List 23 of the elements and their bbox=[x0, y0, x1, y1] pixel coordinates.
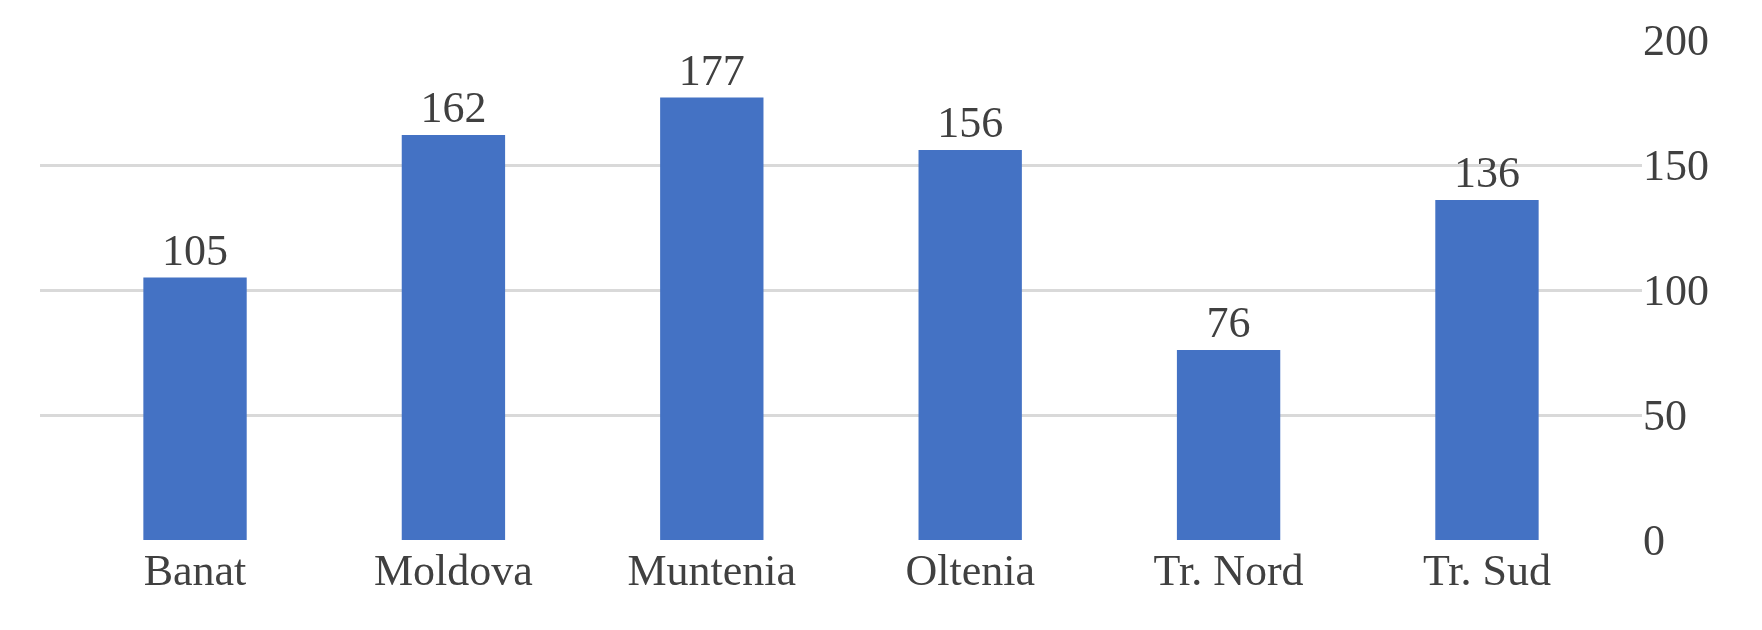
y-tick-label: 50 bbox=[1643, 391, 1687, 441]
bar bbox=[1176, 350, 1281, 540]
x-tick-label: Moldova bbox=[373, 546, 533, 595]
x-tick-label: Tr. Nord bbox=[1153, 546, 1304, 595]
x-tick-label: Tr. Sud bbox=[1422, 546, 1551, 595]
y-tick-label: 200 bbox=[1643, 16, 1709, 66]
data-label: 105 bbox=[162, 225, 229, 275]
bar bbox=[401, 135, 506, 540]
data-label: 156 bbox=[937, 98, 1004, 147]
data-label: 162 bbox=[420, 83, 487, 132]
bar bbox=[1435, 200, 1539, 540]
data-label: 76 bbox=[1206, 298, 1251, 347]
data-label: 136 bbox=[1453, 148, 1520, 197]
y-tick-label: 0 bbox=[1643, 516, 1665, 566]
data-label: 177 bbox=[678, 45, 745, 95]
x-tick-label: Banat bbox=[143, 546, 247, 595]
bar bbox=[143, 277, 247, 540]
y-tick-label: 150 bbox=[1643, 141, 1709, 191]
bar bbox=[660, 97, 764, 540]
bar bbox=[918, 150, 1022, 540]
x-tick-label: Muntenia bbox=[627, 546, 797, 595]
x-tick-label: Oltenia bbox=[905, 546, 1035, 595]
y-tick-label: 100 bbox=[1643, 266, 1709, 316]
